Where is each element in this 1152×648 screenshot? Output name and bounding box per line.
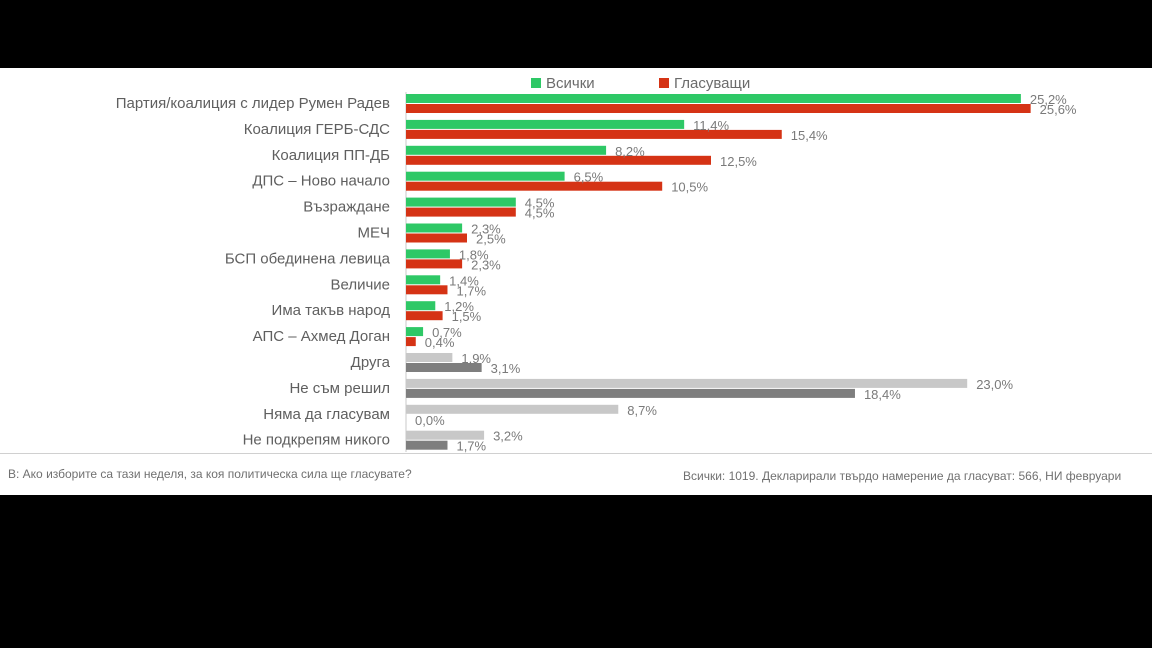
value-label-all: 1,2%	[444, 299, 474, 314]
value-label-voters: 10,5%	[671, 180, 708, 195]
bar-voters	[406, 207, 516, 217]
bar-voters	[406, 181, 663, 191]
category-label: Възраждане	[303, 199, 390, 216]
category-label: Няма да гласувам	[263, 406, 390, 423]
bar-chart: Всички Гласуващи Партия/коалиция с лидер…	[116, 75, 1077, 453]
bar-voters	[406, 311, 443, 321]
bar-voters	[406, 388, 855, 398]
category-label: Не съм решил	[289, 380, 390, 397]
value-label-all: 2,3%	[471, 222, 501, 237]
category-label: МЕЧ	[358, 225, 391, 242]
bar-all	[406, 249, 450, 259]
value-label-voters: 0,0%	[415, 413, 445, 428]
value-label-voters: 1,5%	[452, 309, 482, 324]
bar-all	[406, 119, 685, 129]
value-label-all: 11,4%	[693, 118, 729, 133]
value-label-all: 1,8%	[459, 247, 489, 262]
bar-voters	[406, 285, 448, 295]
bar-all	[406, 223, 463, 233]
bar-all	[406, 301, 436, 311]
legend-label-voters: Гласуващи	[674, 75, 750, 92]
legend: Всички Гласуващи	[531, 75, 750, 92]
value-label-voters: 15,4%	[791, 128, 828, 143]
legend-swatch-all	[531, 78, 541, 88]
value-label-all: 4,5%	[525, 196, 555, 211]
category-label: Партия/коалиция с лидер Румен Радев	[116, 95, 390, 112]
bar-voters	[406, 233, 467, 243]
sample-footnote: Всички: 1019. Декларирали твърдо намерен…	[683, 469, 1122, 483]
value-label-voters: 2,3%	[471, 257, 501, 272]
value-label-voters: 4,5%	[525, 206, 555, 221]
value-label-voters: 12,5%	[720, 154, 757, 169]
bar-all	[406, 430, 485, 440]
category-label: АПС – Ахмед Доган	[253, 328, 390, 345]
value-label-all: 25,2%	[1030, 92, 1067, 107]
value-label-all: 0,7%	[432, 325, 462, 340]
bar-all	[406, 378, 968, 388]
value-label-all: 1,9%	[461, 351, 491, 366]
bar-all	[406, 327, 424, 337]
bar-all	[406, 353, 453, 362]
value-label-voters: 1,7%	[456, 439, 486, 453]
value-label-all: 6,5%	[574, 170, 604, 185]
bar-voters	[406, 363, 482, 372]
category-labels: Партия/коалиция с лидер Румен Радев Коали…	[116, 95, 391, 449]
value-label-voters: 18,4%	[864, 387, 901, 402]
bars	[406, 94, 1031, 450]
bar-all	[406, 275, 441, 285]
bar-all	[406, 197, 516, 207]
bar-voters	[406, 259, 463, 269]
bar-all	[406, 171, 565, 181]
value-label-all: 8,7%	[627, 403, 657, 418]
bar-voters	[406, 337, 416, 347]
category-label: БСП обединена левица	[225, 250, 391, 267]
value-label-all: 23,0%	[976, 377, 1013, 392]
legend-label-all: Всички	[546, 75, 595, 92]
bar-voters	[406, 155, 711, 165]
bar-voters	[406, 104, 1031, 113]
chart-panel: Всички Гласуващи Партия/коалиция с лидер…	[0, 68, 1152, 495]
value-label-voters: 0,4%	[425, 335, 455, 350]
value-labels: 25,2%25,6% 11,4% 15,4% 8,2% 12,5% 6,5% 10,5% 4,…	[415, 92, 1077, 453]
category-label: Не подкрепям никого	[243, 432, 390, 449]
value-label-all: 8,2%	[615, 144, 645, 159]
category-label: Друга	[351, 354, 391, 371]
category-label: Коалиция ГЕРБ-СДС	[244, 121, 390, 138]
category-label: ДПС – Ново начало	[252, 173, 390, 190]
value-label-all: 3,2%	[493, 429, 523, 444]
bar-voters	[406, 440, 448, 450]
question-footnote: В: Ако изборите са тази неделя, за коя п…	[8, 467, 412, 481]
value-label-all: 1,4%	[449, 273, 479, 288]
bar-all	[406, 404, 619, 414]
category-label: Има такъв народ	[272, 302, 391, 319]
category-label: Величие	[330, 276, 390, 293]
value-label-voters: 3,1%	[491, 361, 521, 376]
category-label: Коалиция ПП-ДБ	[272, 147, 391, 164]
bar-all	[406, 145, 607, 155]
footer-divider	[0, 453, 1152, 454]
value-label-voters: 25,6%	[1040, 102, 1077, 117]
value-label-voters: 2,5%	[476, 232, 506, 247]
value-label-voters: 1,7%	[456, 283, 486, 298]
bar-all	[406, 94, 1021, 103]
legend-swatch-voters	[659, 78, 669, 88]
bar-voters	[406, 129, 782, 139]
